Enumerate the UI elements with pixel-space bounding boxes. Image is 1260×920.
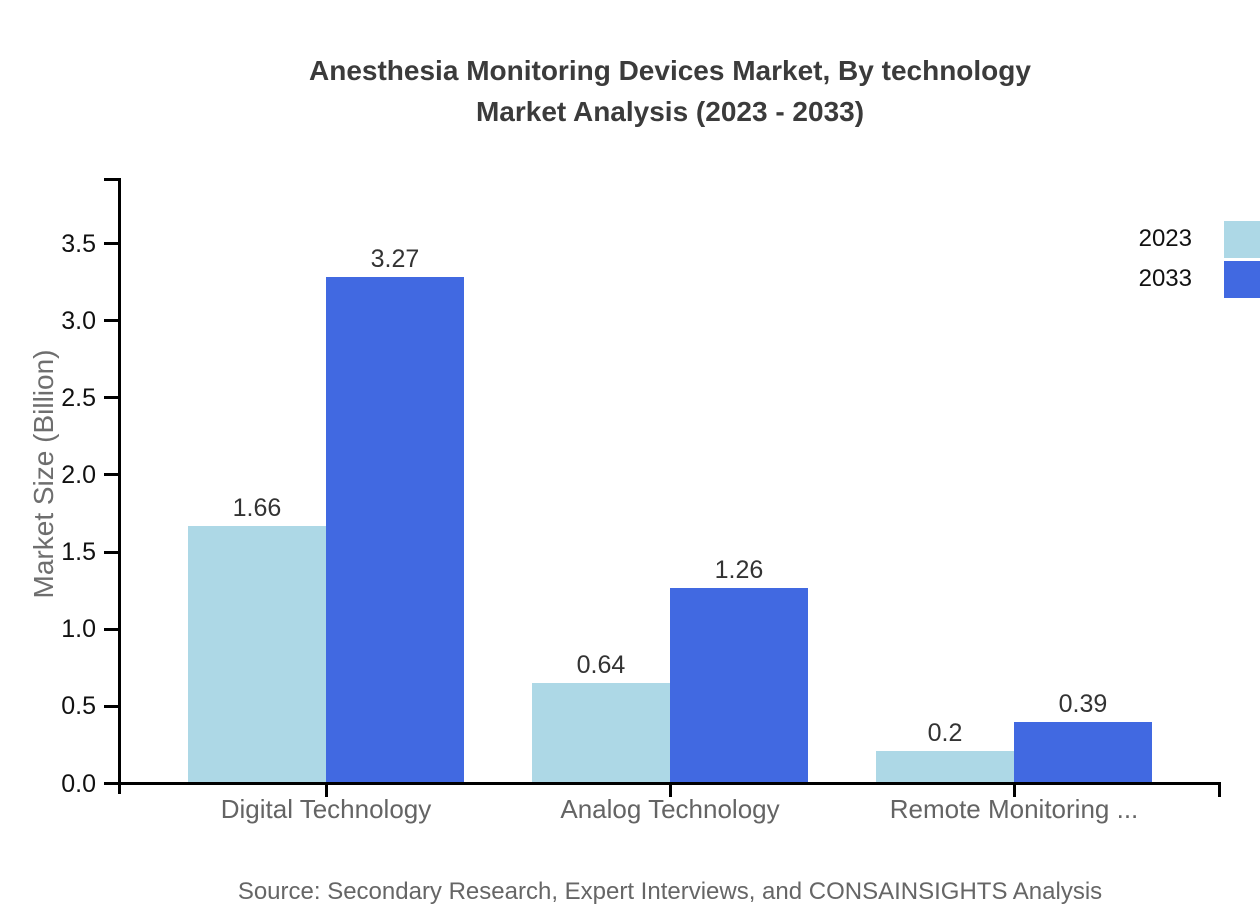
source-note: Source: Secondary Research, Expert Inter… — [237, 878, 1103, 905]
legend-label-2033: 2033 — [1138, 265, 1192, 292]
x-tick — [1012, 785, 1016, 797]
bar-value-label: 1.26 — [714, 555, 764, 584]
y-tick — [104, 627, 118, 631]
y-tick-label: 1.5 — [61, 538, 96, 567]
bar-value-label: 0.64 — [576, 651, 626, 680]
chart-title-line2: Market Analysis (2023 - 2033) — [475, 96, 865, 127]
y-tick-label: 2.0 — [61, 460, 96, 489]
y-axis-line — [118, 178, 121, 794]
y-tick — [104, 473, 118, 477]
y-tick — [104, 396, 118, 400]
category-label: Remote Monitoring ... — [889, 794, 1139, 824]
bar-2033-0 — [326, 277, 464, 782]
legend-swatch-2023 — [1224, 220, 1260, 258]
bar-2033-2 — [1014, 721, 1152, 782]
y-tick — [104, 704, 118, 708]
bar-value-label: 3.27 — [370, 245, 420, 274]
legend-swatch-2033 — [1224, 260, 1260, 298]
category-label: Analog Technology — [560, 794, 780, 824]
legend-label-2023: 2023 — [1138, 225, 1192, 252]
bar-2023-0 — [188, 525, 326, 782]
bar-2023-2 — [876, 751, 1014, 782]
x-tick — [324, 785, 328, 797]
bar-2023-1 — [532, 683, 670, 782]
x-axis-end-cap — [1218, 782, 1221, 797]
legend-item-2033: 2033 — [1100, 260, 1260, 298]
legend-item-2023: 2023 — [1100, 220, 1260, 258]
x-tick — [668, 785, 672, 797]
category-label: Digital Technology — [220, 794, 432, 824]
y-tick — [104, 319, 118, 323]
chart-title: Anesthesia Monitoring Devices Market, By… — [80, 50, 1260, 132]
bar-value-label: 0.39 — [1058, 689, 1108, 718]
y-tick-label: 0.0 — [61, 769, 96, 798]
y-tick-label: 1.0 — [61, 615, 96, 644]
bar-2033-1 — [670, 587, 808, 782]
x-axis-line — [118, 782, 1221, 785]
y-tick-label: 3.0 — [61, 306, 96, 335]
bar-value-label: 0.2 — [927, 719, 963, 748]
y-tick-label: 0.5 — [61, 692, 96, 721]
y-tick — [104, 242, 118, 245]
y-tick-label: 2.5 — [61, 383, 96, 412]
y-tick — [104, 782, 118, 785]
chart-title-line1: Anesthesia Monitoring Devices Market, By… — [309, 55, 1031, 86]
y-axis-top-cap — [104, 178, 118, 181]
y-tick-label: 3.5 — [61, 229, 96, 258]
bar-value-label: 1.66 — [232, 493, 282, 522]
y-tick — [104, 550, 118, 554]
